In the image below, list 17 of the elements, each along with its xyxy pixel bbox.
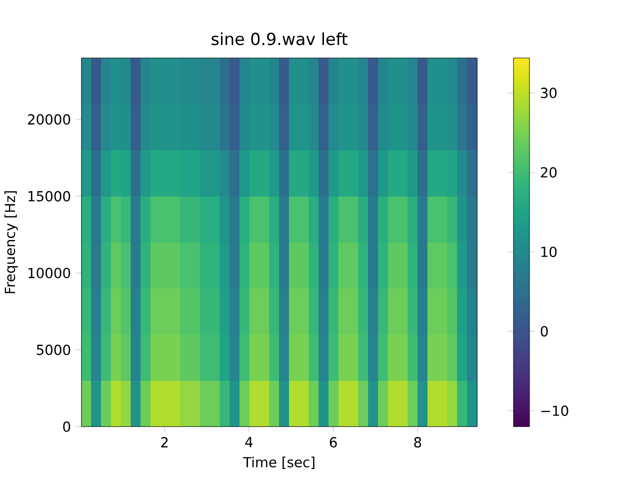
y-tick-label: 5000 xyxy=(36,344,70,356)
x-axis-title: Time [sec] xyxy=(243,456,314,470)
y-tick-label: 10000 xyxy=(28,268,70,278)
x-tick-label: 8 xyxy=(414,437,422,448)
y-axis-title: Frequency [Hz] xyxy=(4,191,18,294)
y-tick-label: 0 xyxy=(63,422,70,432)
x-tick-label: 4 xyxy=(245,437,253,448)
y-tick-label: 20000 xyxy=(28,114,70,125)
color-bar-label: 0 xyxy=(540,326,548,337)
x-tick-label: 6 xyxy=(330,437,337,448)
y-tick-label: 15000 xyxy=(28,191,70,202)
color-bar-label: 10 xyxy=(541,246,557,258)
color-bar-label: 20 xyxy=(540,167,557,178)
x-tick-label: 2 xyxy=(161,437,168,448)
color-bar-label: −10 xyxy=(541,406,568,416)
color-bar-label: 30 xyxy=(540,88,557,98)
chart-title: sine 0.9.wav left xyxy=(212,32,348,46)
